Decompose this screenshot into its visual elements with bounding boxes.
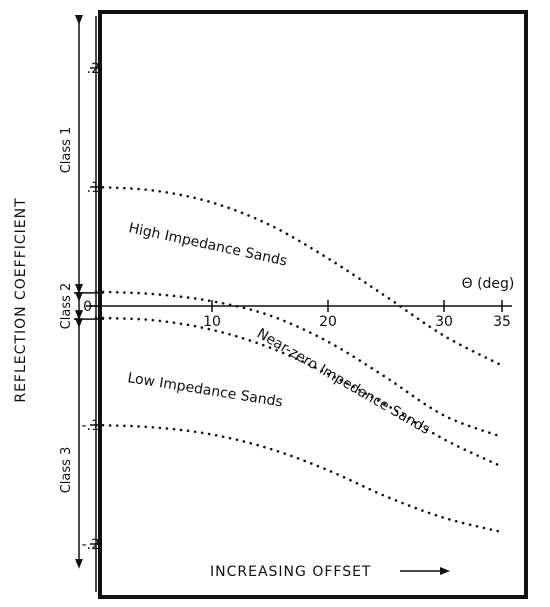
series-layer bbox=[94, 185, 504, 534]
series-line-3 bbox=[94, 316, 504, 468]
series-line-2 bbox=[94, 290, 504, 439]
axes bbox=[86, 16, 512, 592]
y-tick-label: .1 bbox=[87, 180, 100, 196]
annotation-low-impedance: Low Impedance Sands bbox=[126, 370, 283, 410]
y-tick-label: 0 bbox=[83, 299, 92, 315]
ticks-layer: 10 20 30 35 .2 .1 0 -.1 -.2 bbox=[82, 61, 511, 553]
class-label-1: Class 1 bbox=[59, 127, 74, 174]
annotation-high-impedance: High Impedance Sands bbox=[127, 220, 288, 269]
y-axis-title: REFLECTION COEFFICIENT bbox=[13, 197, 29, 402]
y-tick-label: .2 bbox=[87, 61, 100, 77]
plot-frame bbox=[98, 10, 528, 599]
y-tick-label: -.1 bbox=[82, 418, 100, 434]
x-tick-label: 30 bbox=[435, 314, 453, 330]
x-tick-label: 35 bbox=[493, 314, 511, 330]
x-tick-label: 20 bbox=[319, 314, 337, 330]
x-axis-unit-label: Θ (deg) bbox=[462, 276, 515, 292]
x-tick-label: 10 bbox=[203, 314, 221, 330]
x-axis-title: INCREASING OFFSET bbox=[210, 564, 371, 580]
annotation-near-zero-impedance: Near-zero Impedance Sands bbox=[254, 326, 433, 438]
series-line-4 bbox=[94, 423, 504, 534]
class-brackets: Class 1 Class 2 Class 3 bbox=[59, 15, 104, 569]
y-tick-label: -.2 bbox=[82, 537, 100, 553]
class-label-3: Class 3 bbox=[59, 447, 74, 494]
series-line-1 bbox=[94, 185, 504, 367]
class-label-2: Class 2 bbox=[59, 283, 74, 330]
